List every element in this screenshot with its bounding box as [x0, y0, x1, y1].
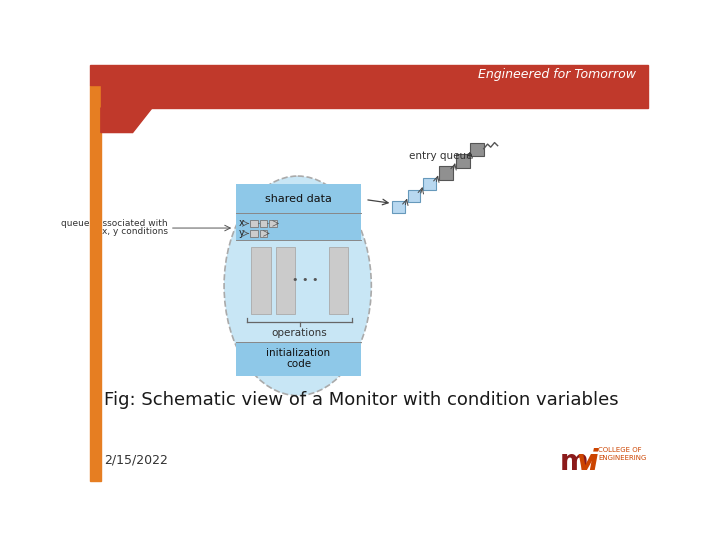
Text: operations: operations: [271, 328, 328, 338]
Text: entry queue: entry queue: [408, 151, 472, 161]
Bar: [235, 213, 361, 240]
Text: initialization: initialization: [266, 348, 330, 358]
Text: x, y conditions: x, y conditions: [102, 227, 168, 237]
Bar: [90, 65, 648, 85]
Bar: [329, 247, 348, 314]
Bar: [260, 220, 267, 227]
Text: COLLEGE OF
ENGINEERING: COLLEGE OF ENGINEERING: [598, 448, 647, 461]
Bar: [235, 342, 361, 376]
Bar: [408, 190, 420, 202]
Bar: [269, 220, 276, 227]
Text: x: x: [239, 218, 245, 228]
Text: y: y: [239, 228, 245, 239]
Bar: [251, 230, 258, 237]
Bar: [251, 220, 258, 227]
Text: Engineered for Tomorrow: Engineered for Tomorrow: [478, 68, 636, 82]
Bar: [235, 184, 361, 213]
Text: i: i: [588, 448, 598, 476]
Ellipse shape: [224, 176, 372, 395]
Text: shared data: shared data: [265, 194, 332, 204]
Text: Fig: Schematic view of a Monitor with condition variables: Fig: Schematic view of a Monitor with co…: [104, 391, 618, 409]
Bar: [456, 154, 469, 168]
Text: • • •: • • •: [292, 275, 319, 286]
Bar: [251, 247, 271, 314]
Text: code: code: [286, 359, 311, 369]
Bar: [276, 247, 295, 314]
Text: queues associated with: queues associated with: [61, 219, 168, 228]
Text: m: m: [559, 448, 588, 476]
Bar: [260, 230, 267, 237]
Polygon shape: [101, 108, 152, 132]
Bar: [90, 85, 101, 481]
Bar: [423, 178, 436, 190]
Text: 2/15/2022: 2/15/2022: [104, 453, 168, 467]
Bar: [469, 143, 484, 157]
Bar: [392, 201, 405, 213]
Bar: [438, 166, 453, 180]
Bar: [101, 85, 648, 108]
Text: v: v: [577, 448, 595, 476]
